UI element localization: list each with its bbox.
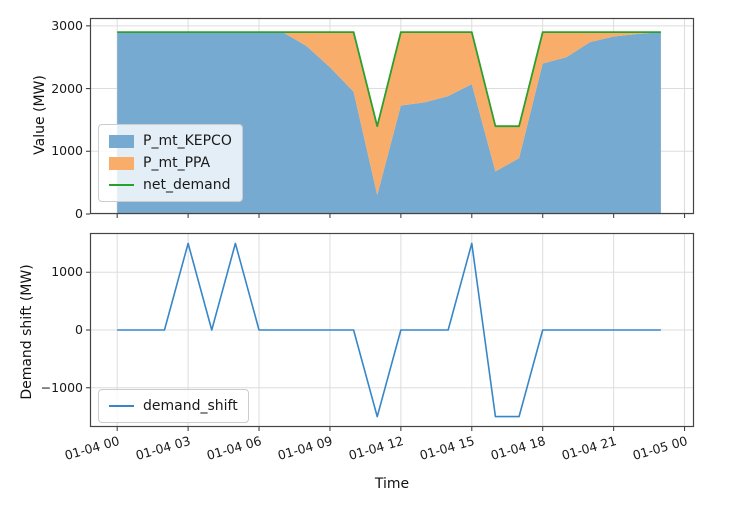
net_demand-line bbox=[117, 31, 661, 128]
P_mt_PPA-legend-swatch bbox=[109, 156, 134, 170]
y-tick-label: −1000 bbox=[40, 379, 83, 395]
bottom-legend: demand_shift bbox=[98, 389, 249, 423]
y-tick-label: 2000 bbox=[51, 80, 83, 96]
x-tick-label: 01-04 03 bbox=[134, 433, 193, 463]
x-axis-label: Time bbox=[374, 476, 410, 492]
y-tick-label: 0 bbox=[75, 322, 83, 337]
legend-label: net_demand bbox=[143, 177, 231, 193]
P_mt_KEPCO-legend-swatch bbox=[109, 134, 134, 148]
y-tick-label: 3000 bbox=[51, 17, 83, 33]
x-tick-label: 01-04 09 bbox=[275, 433, 335, 463]
net_demand-legend-swatch bbox=[109, 184, 134, 186]
top-legend: P_mt_KEPCO P_mt_PPA net_demand bbox=[98, 124, 243, 202]
y-tick-label: 1000 bbox=[51, 264, 83, 280]
legend-item-demand_shift: demand_shift bbox=[109, 395, 238, 417]
x-tick-label: 01-05 00 bbox=[630, 433, 689, 463]
demand_shift-line bbox=[117, 242, 661, 418]
x-tick-label: 01-04 15 bbox=[417, 433, 476, 463]
legend-item-P_mt_PPA: P_mt_PPA bbox=[109, 152, 232, 174]
plot-spines bbox=[89, 232, 695, 428]
P_mt_PPA-area bbox=[117, 32, 661, 196]
P_mt_KEPCO-area bbox=[117, 32, 661, 214]
x-tick-label: 01-04 18 bbox=[488, 433, 547, 463]
legend-label: P_mt_KEPCO bbox=[143, 133, 232, 149]
plot-spines bbox=[89, 17, 695, 215]
y-tick-label: 1000 bbox=[51, 143, 83, 159]
legend-label: P_mt_PPA bbox=[143, 155, 211, 171]
legend-item-P_mt_KEPCO: P_mt_KEPCO bbox=[109, 130, 232, 152]
x-tick-label: 01-04 06 bbox=[204, 433, 264, 463]
legend-label: demand_shift bbox=[143, 398, 238, 414]
x-tick-label: 01-04 12 bbox=[346, 433, 405, 463]
y-tick-label: 0 bbox=[75, 206, 83, 221]
x-tick-label: 01-04 00 bbox=[63, 433, 122, 463]
legend-item-net_demand: net_demand bbox=[109, 174, 232, 196]
x-tick-label: 01-04 21 bbox=[559, 433, 618, 463]
demand_shift-legend-swatch bbox=[109, 405, 134, 407]
